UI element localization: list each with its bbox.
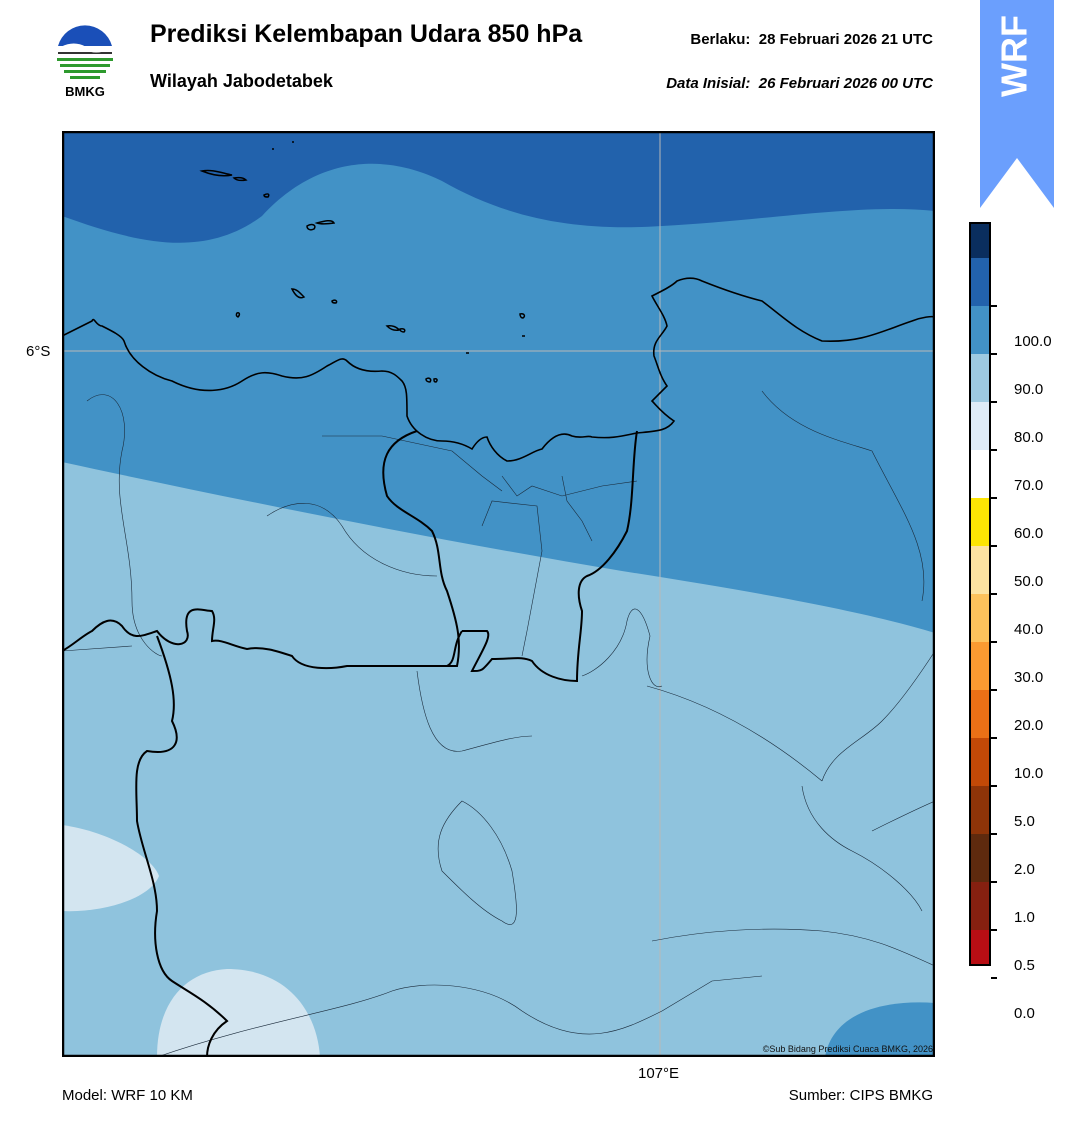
source-label: Sumber: CIPS BMKG [788, 1087, 933, 1104]
colorbar-segment [969, 498, 991, 546]
colorbar-tick [991, 833, 997, 835]
colorbar-label: 90.0 [1014, 381, 1044, 398]
colorbar-segment [969, 642, 991, 690]
colorbar-tick [991, 593, 997, 595]
colorbar-tick [991, 497, 997, 499]
valid-value: 28 Februari 2026 21 UTC [758, 31, 933, 48]
colorbar-label: 0.5 [1014, 957, 1035, 974]
longitude-label: 107°E [638, 1065, 680, 1082]
colorbar-segment [969, 306, 991, 354]
wrf-badge-text: WRF [994, 15, 1035, 97]
province-borders [61, 430, 638, 1058]
colorbar-segment [969, 882, 991, 930]
colorbar-segment [969, 834, 991, 882]
colorbar-tick [991, 737, 997, 739]
bmkg-logo-text: BMKG [65, 84, 105, 99]
model-label: Model: WRF 10 KM [62, 1087, 193, 1104]
colorbar-tick [991, 305, 997, 307]
bmkg-logo [52, 20, 118, 102]
band-70-80 [62, 131, 935, 633]
colorbar-tick [991, 545, 997, 547]
colorbar-label: 60.0 [1014, 525, 1044, 542]
map-title: Prediksi Kelembapan Udara 850 hPa [150, 20, 583, 48]
colorbar-segment [969, 786, 991, 834]
colorbar-tick [991, 641, 997, 643]
valid-time: Berlaku: 28 Februari 2026 21 UTC [690, 31, 933, 48]
colorbar-label: 10.0 [1014, 765, 1044, 782]
colorbar-label: 5.0 [1014, 813, 1035, 830]
colorbar-segment [969, 546, 991, 594]
coastline [61, 277, 936, 462]
colorbar-tick [991, 785, 997, 787]
district-boundaries [61, 390, 936, 1058]
colorbar-tick [991, 977, 997, 979]
colorbar-label: 70.0 [1014, 477, 1044, 494]
wrf-badge: WRF [980, 0, 1054, 208]
colorbar-segment [969, 738, 991, 786]
colorbar-segment [969, 930, 991, 978]
band-50-60-west [62, 825, 159, 912]
colorbar-label: 80.0 [1014, 429, 1044, 446]
colorbar-frame [969, 222, 991, 966]
colorbar-segment [969, 210, 991, 258]
colorbar-segment [969, 402, 991, 450]
colorbar-label: 20.0 [1014, 717, 1044, 734]
colorbar-tick [991, 689, 997, 691]
colorbar-segment [969, 354, 991, 402]
colorbar-segment [969, 450, 991, 498]
band-70-80-se [825, 1002, 935, 1057]
init-label: Data Inisial: [666, 75, 751, 92]
colorbar-tick [991, 881, 997, 883]
colorbar-label: 40.0 [1014, 621, 1044, 638]
valid-label: Berlaku: [690, 31, 751, 48]
colorbar-tick [991, 929, 997, 931]
colorbar-label: 1.0 [1014, 909, 1035, 926]
band-50-60-south [157, 969, 320, 1057]
colorbar-label: 30.0 [1014, 669, 1044, 686]
colorbar-label: 100.0 [1014, 333, 1052, 350]
colorbar-tick [991, 353, 997, 355]
init-time: Data Inisial: 26 Februari 2026 00 UTC [666, 75, 933, 92]
latitude-label: 6°S [26, 343, 51, 360]
colorbar-label: 2.0 [1014, 861, 1035, 878]
map-subtitle: Wilayah Jabodetabek [150, 71, 333, 91]
colorbar-tick [991, 449, 997, 451]
colorbar-label: 50.0 [1014, 573, 1044, 590]
colorbar-segment [969, 594, 991, 642]
humidity-map [61, 130, 936, 1058]
band-80-90 [62, 131, 935, 243]
colorbar [969, 210, 991, 978]
colorbar-tick [991, 401, 997, 403]
init-value: 26 Februari 2026 00 UTC [758, 75, 933, 92]
islands [199, 141, 526, 383]
colorbar-segment [969, 258, 991, 306]
colorbar-label: 0.0 [1014, 1005, 1035, 1022]
map-frame [61, 130, 936, 1058]
colorbar-segment [969, 690, 991, 738]
copyright-text: ©Sub Bidang Prediksi Cuaca BMKG, 2026 [762, 1044, 933, 1054]
